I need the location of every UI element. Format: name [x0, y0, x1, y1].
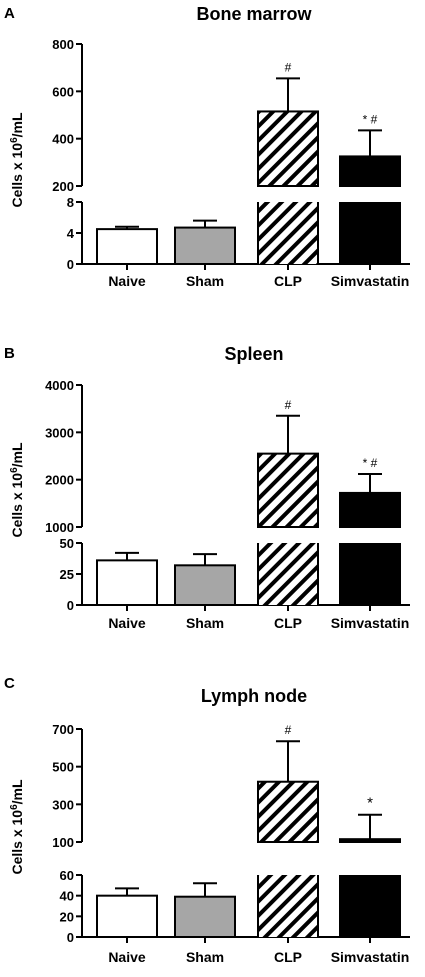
- y-axis-label: Cells x 106/mL: [9, 442, 25, 538]
- bar-upper-clp: [257, 110, 319, 187]
- plot-area: 100 300 500 700 0 20 40 60 Naive Sham # CLP * Simvast…: [52, 722, 410, 965]
- y-tick-label-upper: 3000: [45, 425, 74, 440]
- category-label-simvastatin: Simvastatin: [331, 273, 410, 289]
- significance-marker: #: [285, 60, 292, 74]
- bar-lower-simvastatin: [340, 875, 400, 937]
- y-tick-label-lower: 50: [60, 536, 74, 551]
- category-label-simvastatin: Simvastatin: [331, 949, 410, 965]
- category-label-naive: Naive: [108, 273, 146, 289]
- y-tick-label-upper: 1000: [45, 520, 74, 535]
- lymph-node-chart: C Lymph node Cells x 106/mL 100 300 500 700…: [4, 675, 410, 965]
- bar-naive: [96, 228, 158, 265]
- significance-marker: #: [285, 398, 292, 412]
- y-tick-label-lower: 60: [60, 868, 74, 883]
- bar-lower-simvastatin: [340, 543, 400, 605]
- panel-b: B Spleen Cells x 106/mL 1000 2000 3000 4000…: [0, 330, 425, 640]
- y-tick-label-lower: 4: [67, 226, 75, 241]
- y-tick-label-upper: 200: [52, 179, 74, 194]
- bar-lower-clp: [258, 543, 318, 605]
- y-tick-label-upper: 100: [52, 835, 74, 850]
- chart-title: Lymph node: [201, 686, 307, 706]
- bar-upper-simvastatin: [339, 155, 401, 188]
- bar-sham: [174, 226, 236, 265]
- significance-marker: * #: [363, 112, 378, 126]
- y-tick-label-lower: 20: [60, 909, 74, 924]
- y-axis-label: Cells x 106/mL: [9, 779, 25, 875]
- y-tick-label-lower: 40: [60, 889, 74, 904]
- panel-letter: B: [4, 345, 15, 362]
- bar-lower-clp: [258, 875, 318, 937]
- significance-marker: *: [367, 795, 373, 812]
- category-label-simvastatin: Simvastatin: [331, 615, 410, 631]
- category-label-sham: Sham: [186, 273, 224, 289]
- bar-upper-simvastatin: [339, 491, 401, 528]
- bar-upper-simvastatin: [339, 838, 401, 844]
- spleen-chart: B Spleen Cells x 106/mL 1000 2000 3000 4000…: [4, 344, 410, 631]
- panel-c: C Lymph node Cells x 106/mL 100 300 500 700…: [0, 662, 425, 972]
- plot-area: 1000 2000 3000 4000 0 25 50 Naive Sham # CLP * # Sim…: [45, 378, 410, 631]
- category-label-clp: CLP: [274, 949, 302, 965]
- significance-marker: #: [285, 723, 292, 737]
- bar-naive: [96, 894, 158, 939]
- chart-title: Spleen: [224, 344, 283, 364]
- panel-letter: A: [4, 5, 15, 22]
- y-tick-label-upper: 400: [52, 132, 74, 147]
- bone-marrow-chart: A Bone marrow Cells x 106/mL 20040060080…: [4, 4, 410, 289]
- bar-upper-clp: [257, 780, 319, 843]
- y-tick-label-upper: 600: [52, 84, 74, 99]
- category-label-clp: CLP: [274, 615, 302, 631]
- y-tick-label-upper: 800: [52, 37, 74, 52]
- significance-marker: * #: [363, 456, 378, 470]
- y-tick-label-lower: 0: [67, 598, 74, 613]
- bar-sham: [174, 564, 236, 607]
- bar-naive: [96, 559, 158, 606]
- y-tick-label-upper: 2000: [45, 473, 74, 488]
- y-axis-label: Cells x 106/mL: [9, 112, 25, 208]
- y-tick-label-upper: 300: [52, 797, 74, 812]
- panel-a: A Bone marrow Cells x 106/mL 200 400 600 80…: [0, 0, 425, 300]
- bar-lower-clp: [258, 202, 318, 264]
- y-tick-label-upper: 4000: [45, 378, 74, 393]
- category-label-sham: Sham: [186, 615, 224, 631]
- category-label-sham: Sham: [186, 949, 224, 965]
- bar-lower-simvastatin: [340, 202, 400, 264]
- category-label-naive: Naive: [108, 615, 146, 631]
- category-label-clp: CLP: [274, 273, 302, 289]
- bar-sham: [174, 895, 236, 938]
- y-tick-label-upper: 700: [52, 722, 74, 737]
- plot-area: 200 400 600 800 0 4 8 Naive Sham # CLP * # Simvastat…: [52, 37, 410, 289]
- y-tick-label-lower: 8: [67, 195, 74, 210]
- y-tick-label-lower: 0: [67, 257, 74, 272]
- bar-upper-clp: [257, 452, 319, 528]
- y-tick-label-upper: 500: [52, 760, 74, 775]
- y-tick-label-lower: 25: [60, 567, 74, 582]
- category-label-naive: Naive: [108, 949, 146, 965]
- chart-title: Bone marrow: [196, 4, 312, 24]
- y-tick-label-lower: 0: [67, 930, 74, 945]
- panel-letter: C: [4, 675, 15, 692]
